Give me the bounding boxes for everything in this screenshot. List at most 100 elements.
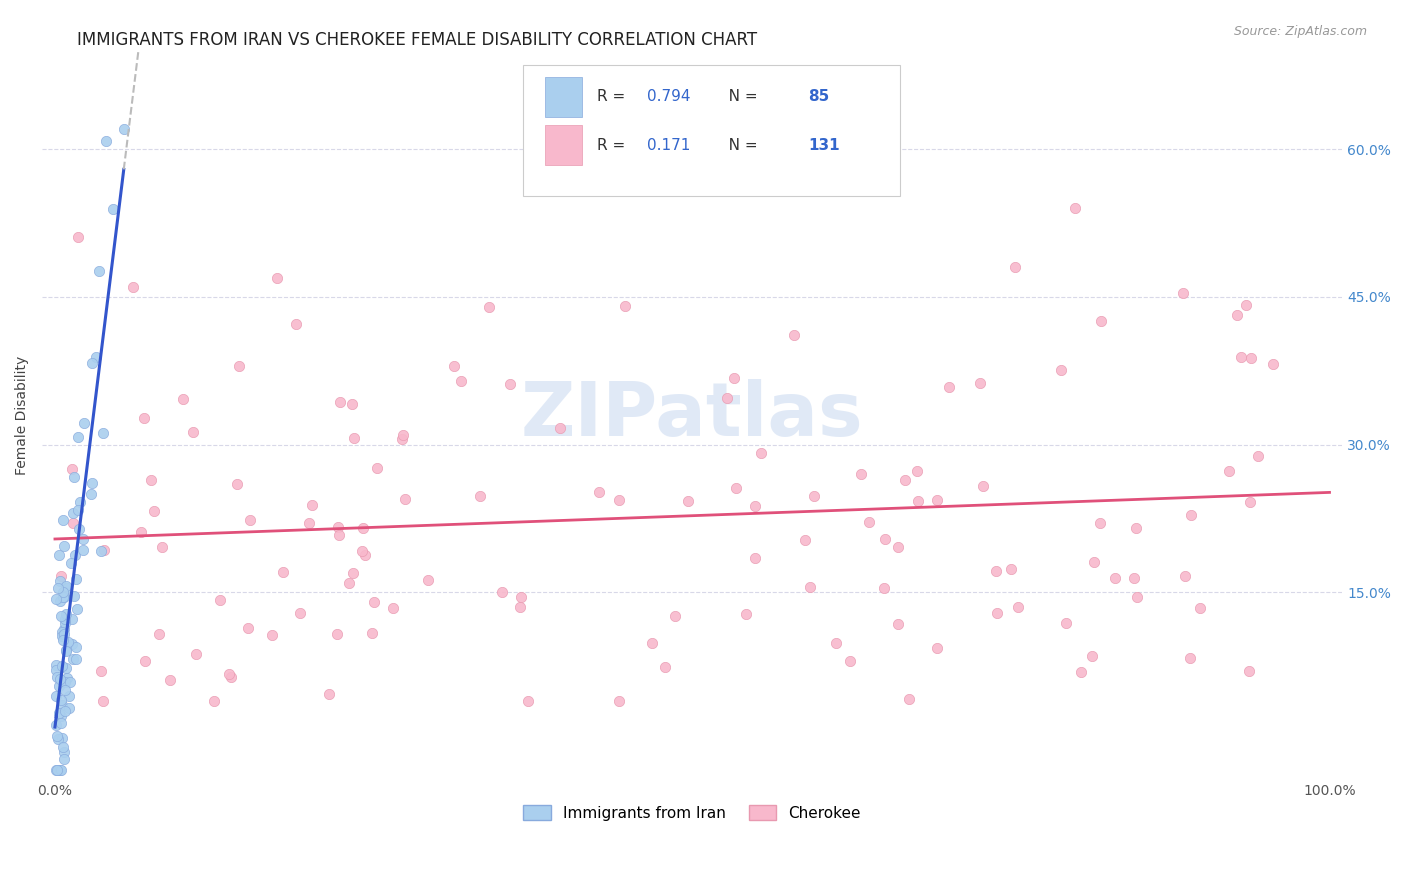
Point [1189,600,1212,615]
Point [96,135,118,149]
Point [91,694,114,708]
Point [886,617,908,632]
Point [613,299,636,313]
Point [73,416,96,430]
Point [150,540,173,554]
Point [366,461,388,475]
Point [1229,351,1251,365]
Point [49,708,72,723]
Point [48,706,70,720]
Point [894,473,917,487]
Point [52,632,75,647]
Point [301,499,323,513]
Point [49,715,72,730]
Point [65,572,87,586]
Text: N =: N = [714,89,763,104]
Point [676,493,699,508]
Point [131,524,153,539]
Point [53,751,76,765]
Point [46,670,69,684]
Point [499,377,522,392]
Point [218,666,240,681]
Point [45,718,67,732]
Point [52,622,75,636]
Point [986,606,1008,620]
Point [516,694,538,708]
Point [491,585,513,599]
Point [91,425,114,440]
Point [1007,599,1029,614]
Point [49,763,72,777]
Text: 131: 131 [808,138,839,153]
FancyBboxPatch shape [546,126,582,166]
Point [46,581,69,595]
Point [735,607,758,621]
Point [159,673,181,687]
Point [53,590,76,604]
Point [60,556,83,570]
Point [139,473,162,487]
Point [793,533,815,547]
Point [62,506,84,520]
Point [262,628,284,642]
Y-axis label: Female Disability: Female Disability [15,356,30,475]
Point [478,300,501,314]
Point [53,745,76,759]
Point [1234,298,1257,312]
Point [66,229,89,244]
Point [148,627,170,641]
Point [143,504,166,518]
Point [103,202,125,217]
Point [45,763,67,777]
Point [298,516,321,530]
Point [53,704,76,718]
Text: 0.794: 0.794 [647,89,690,104]
Point [849,467,872,481]
Point [59,675,82,690]
Point [134,410,156,425]
Point [1090,314,1112,328]
Point [337,576,360,591]
Point [340,397,363,411]
Point [53,683,76,698]
Point [45,663,67,677]
Point [55,661,77,675]
Point [887,540,910,554]
Point [1054,615,1077,630]
Point [56,635,79,649]
Point [318,687,340,701]
Point [89,264,111,278]
Text: 85: 85 [808,89,830,104]
Point [80,356,103,370]
Point [1239,494,1261,508]
Point [1070,665,1092,680]
Point [969,376,991,390]
Point [53,627,76,641]
Point [361,625,384,640]
Point [1173,569,1195,583]
Point [63,589,86,603]
Point [52,739,75,754]
Point [72,543,94,558]
Point [60,637,83,651]
Point [48,548,70,562]
Point [62,516,84,530]
Point [905,464,928,478]
Point [897,692,920,706]
Point [45,690,67,704]
Point [724,481,747,495]
Point [1104,571,1126,585]
Point [744,499,766,513]
Point [45,658,67,673]
Point [51,731,73,746]
Point [51,629,73,643]
Text: R =: R = [598,89,630,104]
Point [938,380,960,394]
Point [58,701,80,715]
Point [329,395,352,409]
Point [236,621,259,635]
Point [208,592,231,607]
Point [654,660,676,674]
Point [1173,286,1195,301]
Point [219,670,242,684]
